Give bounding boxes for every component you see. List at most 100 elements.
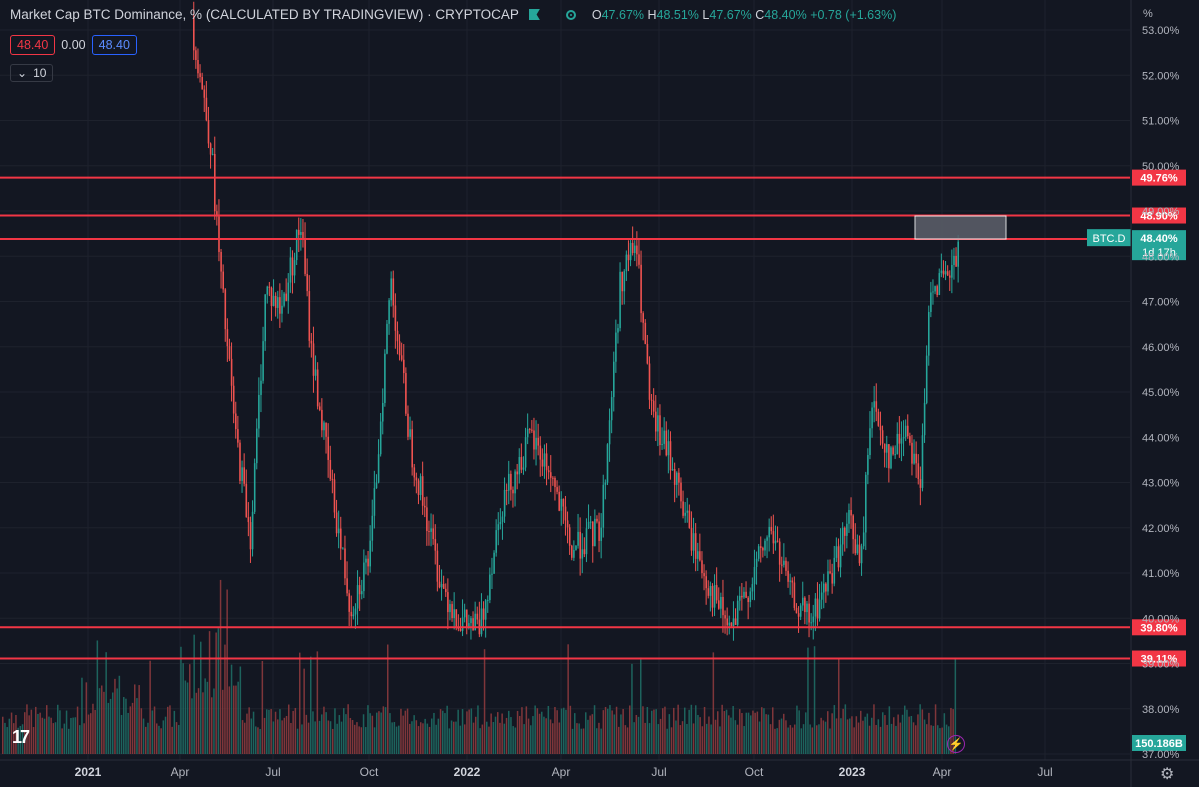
- volume-bar: [494, 716, 497, 754]
- candle-body: [610, 397, 613, 421]
- volume-bar: [831, 713, 833, 754]
- candle-body: [197, 59, 199, 74]
- volume-bar: [855, 716, 858, 754]
- volume-bar: [697, 715, 699, 754]
- candle-body: [722, 596, 724, 616]
- volume-bar: [466, 711, 468, 754]
- volume-bar: [554, 706, 556, 754]
- volume-bar: [772, 707, 774, 754]
- volume-bar: [708, 716, 710, 754]
- volume-bar: [521, 707, 523, 754]
- volume-bar: [732, 706, 734, 754]
- volume-bar: [281, 720, 283, 754]
- volume-bar: [538, 713, 541, 754]
- candle-body: [440, 583, 443, 588]
- settings-gear-icon[interactable]: ⚙: [1160, 766, 1175, 783]
- volume-bar: [549, 719, 552, 754]
- candle-body: [680, 482, 682, 502]
- candle-body: [424, 505, 426, 508]
- candle-body: [373, 488, 376, 516]
- candle-body: [923, 402, 926, 436]
- candle-body: [946, 271, 949, 276]
- candle-body: [585, 528, 588, 555]
- candle-body: [772, 531, 775, 544]
- volume-bar: [728, 715, 730, 754]
- candle-body: [529, 429, 531, 431]
- sell-price-box[interactable]: 48.40: [10, 35, 56, 55]
- tradingview-logo-icon[interactable]: 17: [12, 727, 30, 747]
- volume-bar: [725, 709, 728, 754]
- volume-bar: [800, 728, 803, 754]
- volume-bar: [85, 682, 88, 754]
- candle-body: [453, 609, 455, 619]
- volume-indicator-toggle[interactable]: ⌄ 10: [10, 64, 54, 82]
- eye-icon[interactable]: [565, 9, 576, 20]
- volume-bar: [796, 705, 798, 754]
- volume-bar: [871, 717, 873, 754]
- y-axis-tick: 39.00%: [1142, 659, 1180, 671]
- candle-body: [917, 463, 920, 480]
- volume-bar: [76, 706, 79, 754]
- candle-body: [310, 340, 313, 344]
- candle-body: [308, 291, 311, 341]
- candle-body: [728, 622, 731, 626]
- volume-bar: [180, 646, 182, 754]
- volume-bar: [151, 710, 154, 754]
- candle-body: [659, 415, 661, 445]
- flag-icon[interactable]: [528, 9, 540, 20]
- candle-body: [371, 515, 374, 541]
- candle-body: [688, 510, 691, 528]
- candle-body: [377, 454, 380, 483]
- volume-bar: [433, 712, 435, 754]
- buy-price-box[interactable]: 48.40: [91, 35, 137, 55]
- candle-body: [789, 580, 791, 582]
- volume-bar: [435, 724, 437, 754]
- candle-body: [287, 282, 290, 301]
- volume-bar: [398, 725, 400, 754]
- candle-body: [783, 560, 785, 565]
- volume-bar: [882, 712, 884, 754]
- candle-body: [953, 255, 955, 265]
- volume-bar: [215, 632, 217, 754]
- volume-bar: [197, 688, 200, 754]
- volume-bar: [186, 682, 189, 754]
- volume-bar: [257, 727, 259, 754]
- candle-body: [543, 453, 546, 467]
- volume-bar: [426, 723, 429, 754]
- volume-bar: [763, 708, 765, 754]
- volume-bar: [516, 710, 519, 754]
- volume-bar: [585, 712, 587, 754]
- volume-bar: [681, 721, 684, 754]
- candle-body: [749, 591, 752, 603]
- candle-body: [955, 255, 957, 267]
- volume-bar: [461, 709, 464, 754]
- volume-bar: [384, 707, 387, 754]
- candle-body: [256, 428, 258, 464]
- candle-body: [466, 609, 468, 627]
- volume-bar: [745, 712, 748, 754]
- volume-bar: [774, 728, 776, 754]
- candle-body: [753, 567, 756, 585]
- volume-bar: [28, 715, 30, 754]
- candle-body: [382, 402, 384, 422]
- candle-body: [711, 586, 714, 608]
- candle-body: [480, 608, 483, 635]
- lightning-icon[interactable]: ⚡: [947, 735, 965, 753]
- symbol-title[interactable]: Market Cap BTC Dominance, % (CALCULATED …: [10, 7, 519, 22]
- volume-bar: [376, 712, 378, 754]
- candle-body: [592, 521, 594, 547]
- candle-body: [827, 571, 829, 592]
- volume-bar: [105, 652, 107, 754]
- volume-bar: [246, 713, 248, 754]
- candle-body: [755, 558, 758, 568]
- candle-body: [249, 522, 252, 550]
- volume-bar: [510, 717, 512, 754]
- volume-bar: [164, 716, 167, 754]
- candle-body: [707, 588, 710, 596]
- candle-body: [932, 291, 934, 293]
- candle-body: [533, 430, 535, 450]
- volume-bar: [134, 684, 136, 754]
- candle-body: [896, 433, 899, 455]
